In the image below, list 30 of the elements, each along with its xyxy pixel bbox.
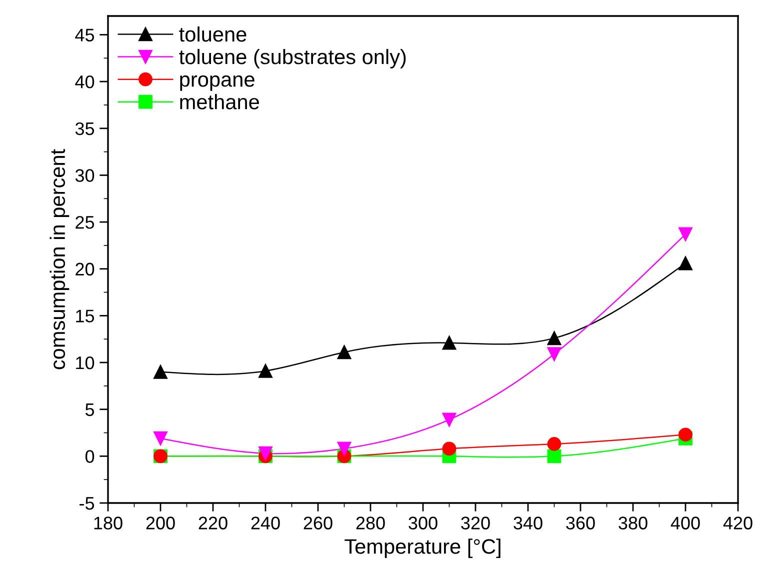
x-tick-label: 360: [566, 516, 595, 530]
y-tick-label: 45: [75, 28, 94, 42]
x-tick-label: 400: [670, 516, 700, 530]
y-tick-label: 20: [76, 262, 94, 276]
y-tick-label: 0: [85, 450, 94, 463]
x-tick-label: 260: [304, 516, 332, 530]
y-tick-label: 10: [76, 356, 94, 370]
x-tick-label: 200: [146, 516, 175, 530]
x-tick-label: 280: [356, 516, 385, 530]
legend-label: toluene (substrates only): [179, 48, 406, 68]
y-tick-label: -5: [80, 497, 94, 510]
x-tick-label: 420: [723, 516, 752, 530]
y-tick-label: 15: [76, 310, 94, 322]
x-tick-label: 320: [461, 516, 490, 530]
x-tick-label: 340: [514, 516, 542, 530]
x-tick-label: 240: [251, 516, 280, 530]
x-tick-label: 380: [618, 516, 648, 530]
y-tick-label: 40: [75, 75, 94, 88]
legend-label: methane: [180, 94, 259, 110]
y-tick-label: 25: [76, 216, 94, 229]
x-axis-title: Temperature [°C]: [344, 538, 500, 558]
y-tick-label: 5: [85, 403, 94, 416]
x-tick-label: 220: [198, 516, 228, 530]
y-tick-label: 30: [75, 169, 94, 182]
x-tick-label: 300: [408, 516, 438, 530]
x-tick-label: 180: [94, 516, 122, 530]
y-axis-title: comsumption in percent: [50, 149, 70, 370]
legend-label: toluene: [179, 26, 246, 42]
legend-label: propane: [180, 75, 254, 91]
y-tick-label: 35: [75, 122, 94, 136]
